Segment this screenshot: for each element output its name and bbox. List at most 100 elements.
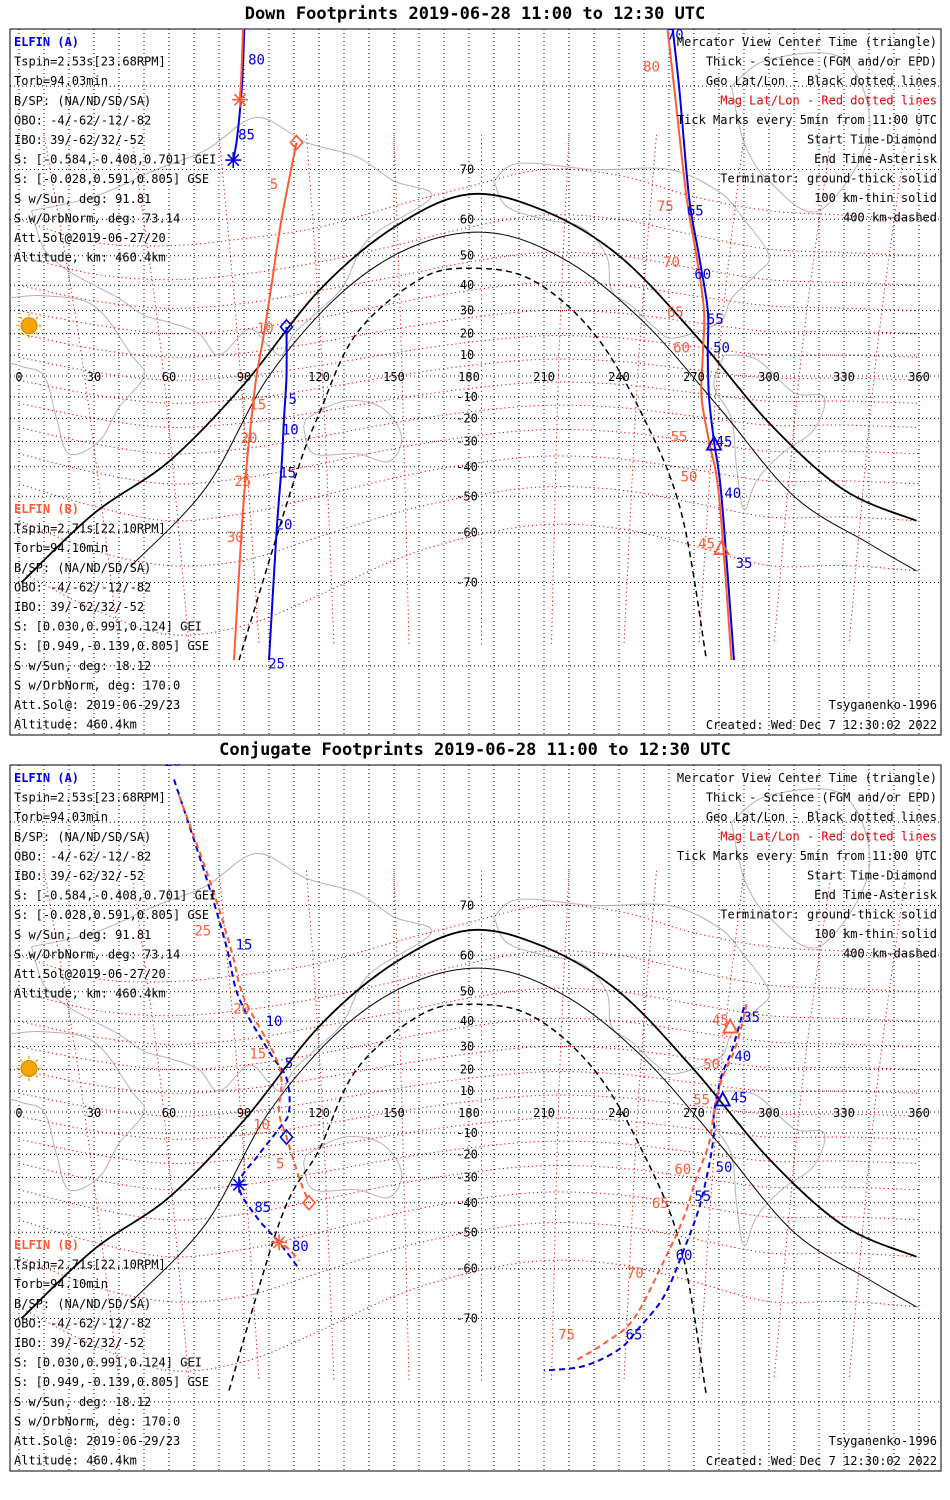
geo-grid (10, 765, 941, 1471)
sun-ray (19, 316, 23, 320)
mag-parallel (18, 358, 920, 404)
mag-parallel (18, 1094, 920, 1140)
track-time-label: 60 (676, 1248, 693, 1264)
track-b-south-desc (233, 142, 298, 661)
track-time-label: 15 (236, 937, 253, 953)
track-time-label: 5 (289, 392, 297, 408)
terminator-100km (131, 967, 917, 1308)
lon-tick-label: 330 (833, 370, 855, 384)
legend-line: Mercator View Center Time (triangle) (677, 35, 937, 49)
info-line: IBO: 39/-62/32/-52 (14, 133, 144, 147)
center-time-triangle (721, 1017, 739, 1034)
info-line: IBO: 39/-62/32/-52 (14, 600, 144, 614)
start-time-diamond (279, 318, 294, 336)
end-time-asterisk (232, 91, 248, 108)
satellite-name: ELFIN (A) (14, 35, 79, 49)
mag-meridian (306, 134, 335, 645)
mag-parallel (18, 404, 920, 455)
lon-tick-label: 30 (87, 370, 101, 384)
track-time-label: 85 (254, 1200, 271, 1216)
lat-label: -60 (456, 1262, 478, 1276)
info-line: S w/OrbNorm, deg: 73.14 (14, 211, 180, 225)
info-line: Att.Sol@2019-06-27/20 (14, 231, 166, 245)
lat-label: -20 (456, 1147, 478, 1161)
asterisk-stroke (233, 93, 247, 106)
mag-parallel (18, 335, 920, 381)
mag-parallel (18, 1140, 920, 1191)
track-time-label: 45 (731, 1090, 748, 1106)
info-line: S w/Sun, deg: 91.81 (14, 928, 151, 942)
mag-grid (18, 870, 920, 1381)
lon-tick-label: 120 (308, 370, 330, 384)
lon-tick-labels: 0 30 60 90 120 150 180 210 240 270 300 330 360 (15, 370, 929, 384)
track-time-label: 65 (687, 204, 704, 220)
mag-parallel (18, 987, 920, 1045)
center-time-triangle (714, 1090, 732, 1107)
mag-meridian (623, 870, 657, 1381)
legend-line: Thick - Science (FGM and/or EPD) (706, 55, 937, 69)
track-time-label: 85 (238, 128, 255, 144)
mag-parallel (18, 309, 920, 358)
mag-parallel (18, 1071, 920, 1117)
lon-tick-label: 150 (383, 1106, 405, 1120)
lon-tick-label: 330 (833, 1106, 855, 1120)
track-time-label: 80 (643, 60, 660, 76)
coastline-path (493, 162, 770, 339)
legend-line: End Time-Asterisk (814, 888, 938, 902)
track-time-label: 35 (736, 556, 753, 572)
track-time-label: 20 (241, 431, 258, 447)
track-time-label: 5 (270, 177, 278, 193)
satellite-name: ELFIN (A) (14, 771, 79, 785)
info-line: OBO: -4/-62/-12/-82 (14, 113, 151, 127)
info-line: Tspin=2.53s[23.68RPM] (14, 791, 166, 805)
terminator-ground (20, 928, 917, 1320)
conj-b-east (573, 1003, 748, 1363)
track-time-label: 80 (248, 52, 265, 68)
lat-label: 40 (460, 278, 474, 292)
coastline-path (31, 116, 433, 357)
track-time-label: 10 (282, 423, 299, 439)
satellite-name: ELFIN (B) (14, 1238, 79, 1252)
coastline-path (31, 852, 433, 1093)
info-line: Att.Sol@: 2019-06-29/23 (14, 698, 180, 712)
sun-ray (19, 1074, 23, 1078)
lon-tick-label: 120 (308, 1106, 330, 1120)
mag-meridian (551, 870, 570, 1381)
coastline-path (10, 295, 145, 456)
track-time-label: 5 (285, 1056, 293, 1072)
coastline-path (731, 788, 871, 949)
lon-tick-label: 240 (608, 1106, 630, 1120)
track-time-label: 55 (694, 1189, 711, 1205)
center-time-triangle (712, 539, 731, 555)
created-timestamp: Created: Wed Dec 7 12:30:02 2022 (706, 718, 937, 732)
track-time-labels: 80 85 5 10 15 20 25 30 5 10 15 20 25 70 80 75 65 70 60 65 55… (227, 28, 753, 673)
sun-icon (20, 317, 38, 335)
lat-label: -60 (456, 526, 478, 540)
lon-tick-label: 360 (908, 1106, 930, 1120)
lat-label: -50 (456, 1225, 478, 1239)
lon-tick-label: 90 (237, 1106, 251, 1120)
legend-line: 400 km-dashed (843, 947, 937, 961)
lat-label: 10 (460, 348, 474, 362)
coastline-path (303, 400, 403, 463)
info-line: OBO: -4/-62/-12/-82 (14, 849, 151, 863)
info-line: S: [0.949,-0.139,0.805] GSE (14, 1375, 209, 1389)
legend-line: Tick Marks every 5min from 11:00 UTC (677, 113, 937, 127)
info-line: S: [0.949,-0.139,0.805] GSE (14, 639, 209, 653)
track-time-label: 25 (234, 474, 251, 490)
track-time-label: 55 (671, 430, 688, 446)
info-block-info_a: ELFIN (A) Tspin=2.53s[23.68RPM] Torb=94.03… (14, 771, 216, 1001)
lon-tick-label: 90 (237, 370, 251, 384)
lat-label: 70 (460, 898, 474, 912)
track-time-label: 45 (716, 434, 733, 450)
lat-labels: 70 60 50 40 30 20 10 -10 -20 -30 -40 -50 -60 -70 (456, 162, 478, 589)
track-time-label: 55 (693, 1093, 710, 1109)
coastline-path (731, 52, 871, 213)
info-line: Altitude: 460.4km (14, 1454, 137, 1468)
info-line: S w/Sun, deg: 18.12 (14, 659, 151, 673)
track-time-label: 80 (292, 1239, 309, 1255)
lat-label: -70 (456, 1312, 478, 1326)
track-time-label: 60 (673, 341, 690, 357)
sun-ray (35, 316, 39, 320)
track-time-label: 55 (707, 312, 724, 328)
